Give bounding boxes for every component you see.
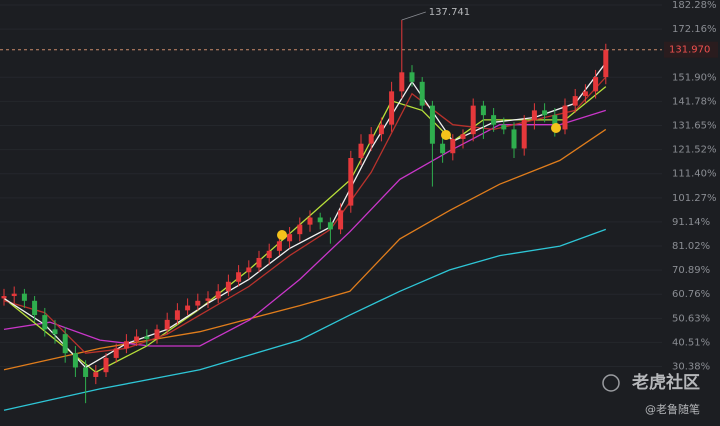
candle-body	[460, 134, 466, 139]
y-tick-label: 40.51%	[672, 337, 710, 348]
candle-body	[11, 293, 17, 297]
candle-body	[552, 115, 558, 130]
candle-body	[123, 341, 129, 349]
watermark-logo	[602, 374, 620, 392]
candle-body	[72, 353, 78, 368]
candle-body	[440, 143, 446, 154]
candle-body	[327, 222, 333, 230]
last-price-label: 131.970	[669, 45, 710, 56]
candle-body	[603, 49, 609, 78]
candle-body	[83, 367, 89, 377]
candle-body	[338, 210, 344, 230]
candle-body	[348, 157, 354, 206]
y-tick-label: 30.38%	[672, 362, 710, 373]
candle-body	[154, 329, 160, 339]
event-marker	[277, 230, 287, 240]
candle-body	[236, 272, 242, 282]
candle-body	[419, 81, 425, 106]
candle-body	[501, 124, 507, 130]
y-tick-label: 101.27%	[672, 193, 717, 204]
candle-body	[103, 357, 109, 373]
candle-body	[470, 105, 476, 135]
y-tick-label: 182.28%	[672, 0, 717, 11]
high-label: 137.741	[429, 7, 470, 18]
candle-body	[144, 336, 150, 339]
candle-body	[215, 291, 221, 299]
candle-body	[164, 319, 170, 330]
watermark-author: @老鲁随笔	[645, 402, 700, 416]
candle-body	[409, 72, 415, 82]
candle-body	[276, 241, 282, 251]
candle-body	[521, 119, 527, 149]
candle-body	[307, 217, 313, 225]
candle-body	[42, 315, 48, 330]
high-leader	[401, 11, 426, 21]
y-tick-label: 81.02%	[672, 241, 710, 252]
last-price-box	[664, 41, 718, 58]
candle-body	[368, 134, 374, 144]
candle-body	[491, 115, 497, 125]
candle-body	[562, 105, 568, 130]
candles	[1, 19, 609, 404]
candle-body	[256, 257, 262, 268]
candle-body	[246, 267, 252, 273]
candle-body	[52, 329, 58, 335]
candle-body	[1, 296, 7, 299]
y-tick-label: 141.78%	[672, 96, 717, 107]
candle-body	[429, 105, 435, 144]
y-tick-label: 172.16%	[672, 24, 717, 35]
candle-body	[32, 300, 38, 316]
candle-body	[531, 110, 537, 120]
y-tick-label: 131.65%	[672, 121, 717, 132]
y-tick-label: 111.40%	[672, 169, 717, 180]
candle-body	[21, 293, 27, 301]
candle-body	[542, 110, 548, 116]
ma-line	[3, 109, 606, 347]
candle-body	[174, 310, 180, 320]
candle-body	[113, 348, 119, 358]
candle-body	[378, 124, 384, 135]
overlay: 131.970 137.741	[0, 7, 718, 58]
grid: 182.28% 172.16% 151.90% 141.78% 131.65% 121.5…	[672, 0, 717, 373]
y-tick-label: 70.89%	[672, 265, 710, 276]
ma-line	[3, 228, 607, 411]
watermark-brand: 老虎社区	[631, 372, 700, 393]
y-tick-label: 60.76%	[672, 289, 710, 300]
candle-body	[593, 77, 599, 92]
candle-body	[511, 129, 517, 149]
candle-body	[287, 234, 293, 242]
candle-body	[225, 281, 231, 292]
y-tick-label: 151.90%	[672, 72, 717, 83]
y-tick-label: 121.52%	[672, 145, 717, 156]
candle-body	[195, 300, 201, 306]
candle-body	[205, 298, 211, 301]
candle-body	[317, 217, 323, 223]
candle-body	[480, 105, 486, 116]
candle-body	[572, 96, 578, 106]
candle-body	[358, 143, 364, 158]
y-tick-label: 91.14%	[672, 217, 710, 228]
candle-body	[399, 72, 405, 92]
candle-body	[93, 372, 99, 377]
candle-body	[389, 91, 395, 125]
event-marker	[441, 130, 451, 140]
candle-body	[134, 336, 140, 342]
event-marker	[551, 123, 561, 133]
candle-body	[450, 138, 456, 154]
candle-body	[62, 334, 68, 354]
candle-body	[582, 91, 588, 97]
candle-body	[185, 305, 191, 311]
candle-body	[297, 224, 303, 235]
y-tick-label: 50.63%	[672, 313, 710, 324]
candle-body	[266, 250, 272, 258]
